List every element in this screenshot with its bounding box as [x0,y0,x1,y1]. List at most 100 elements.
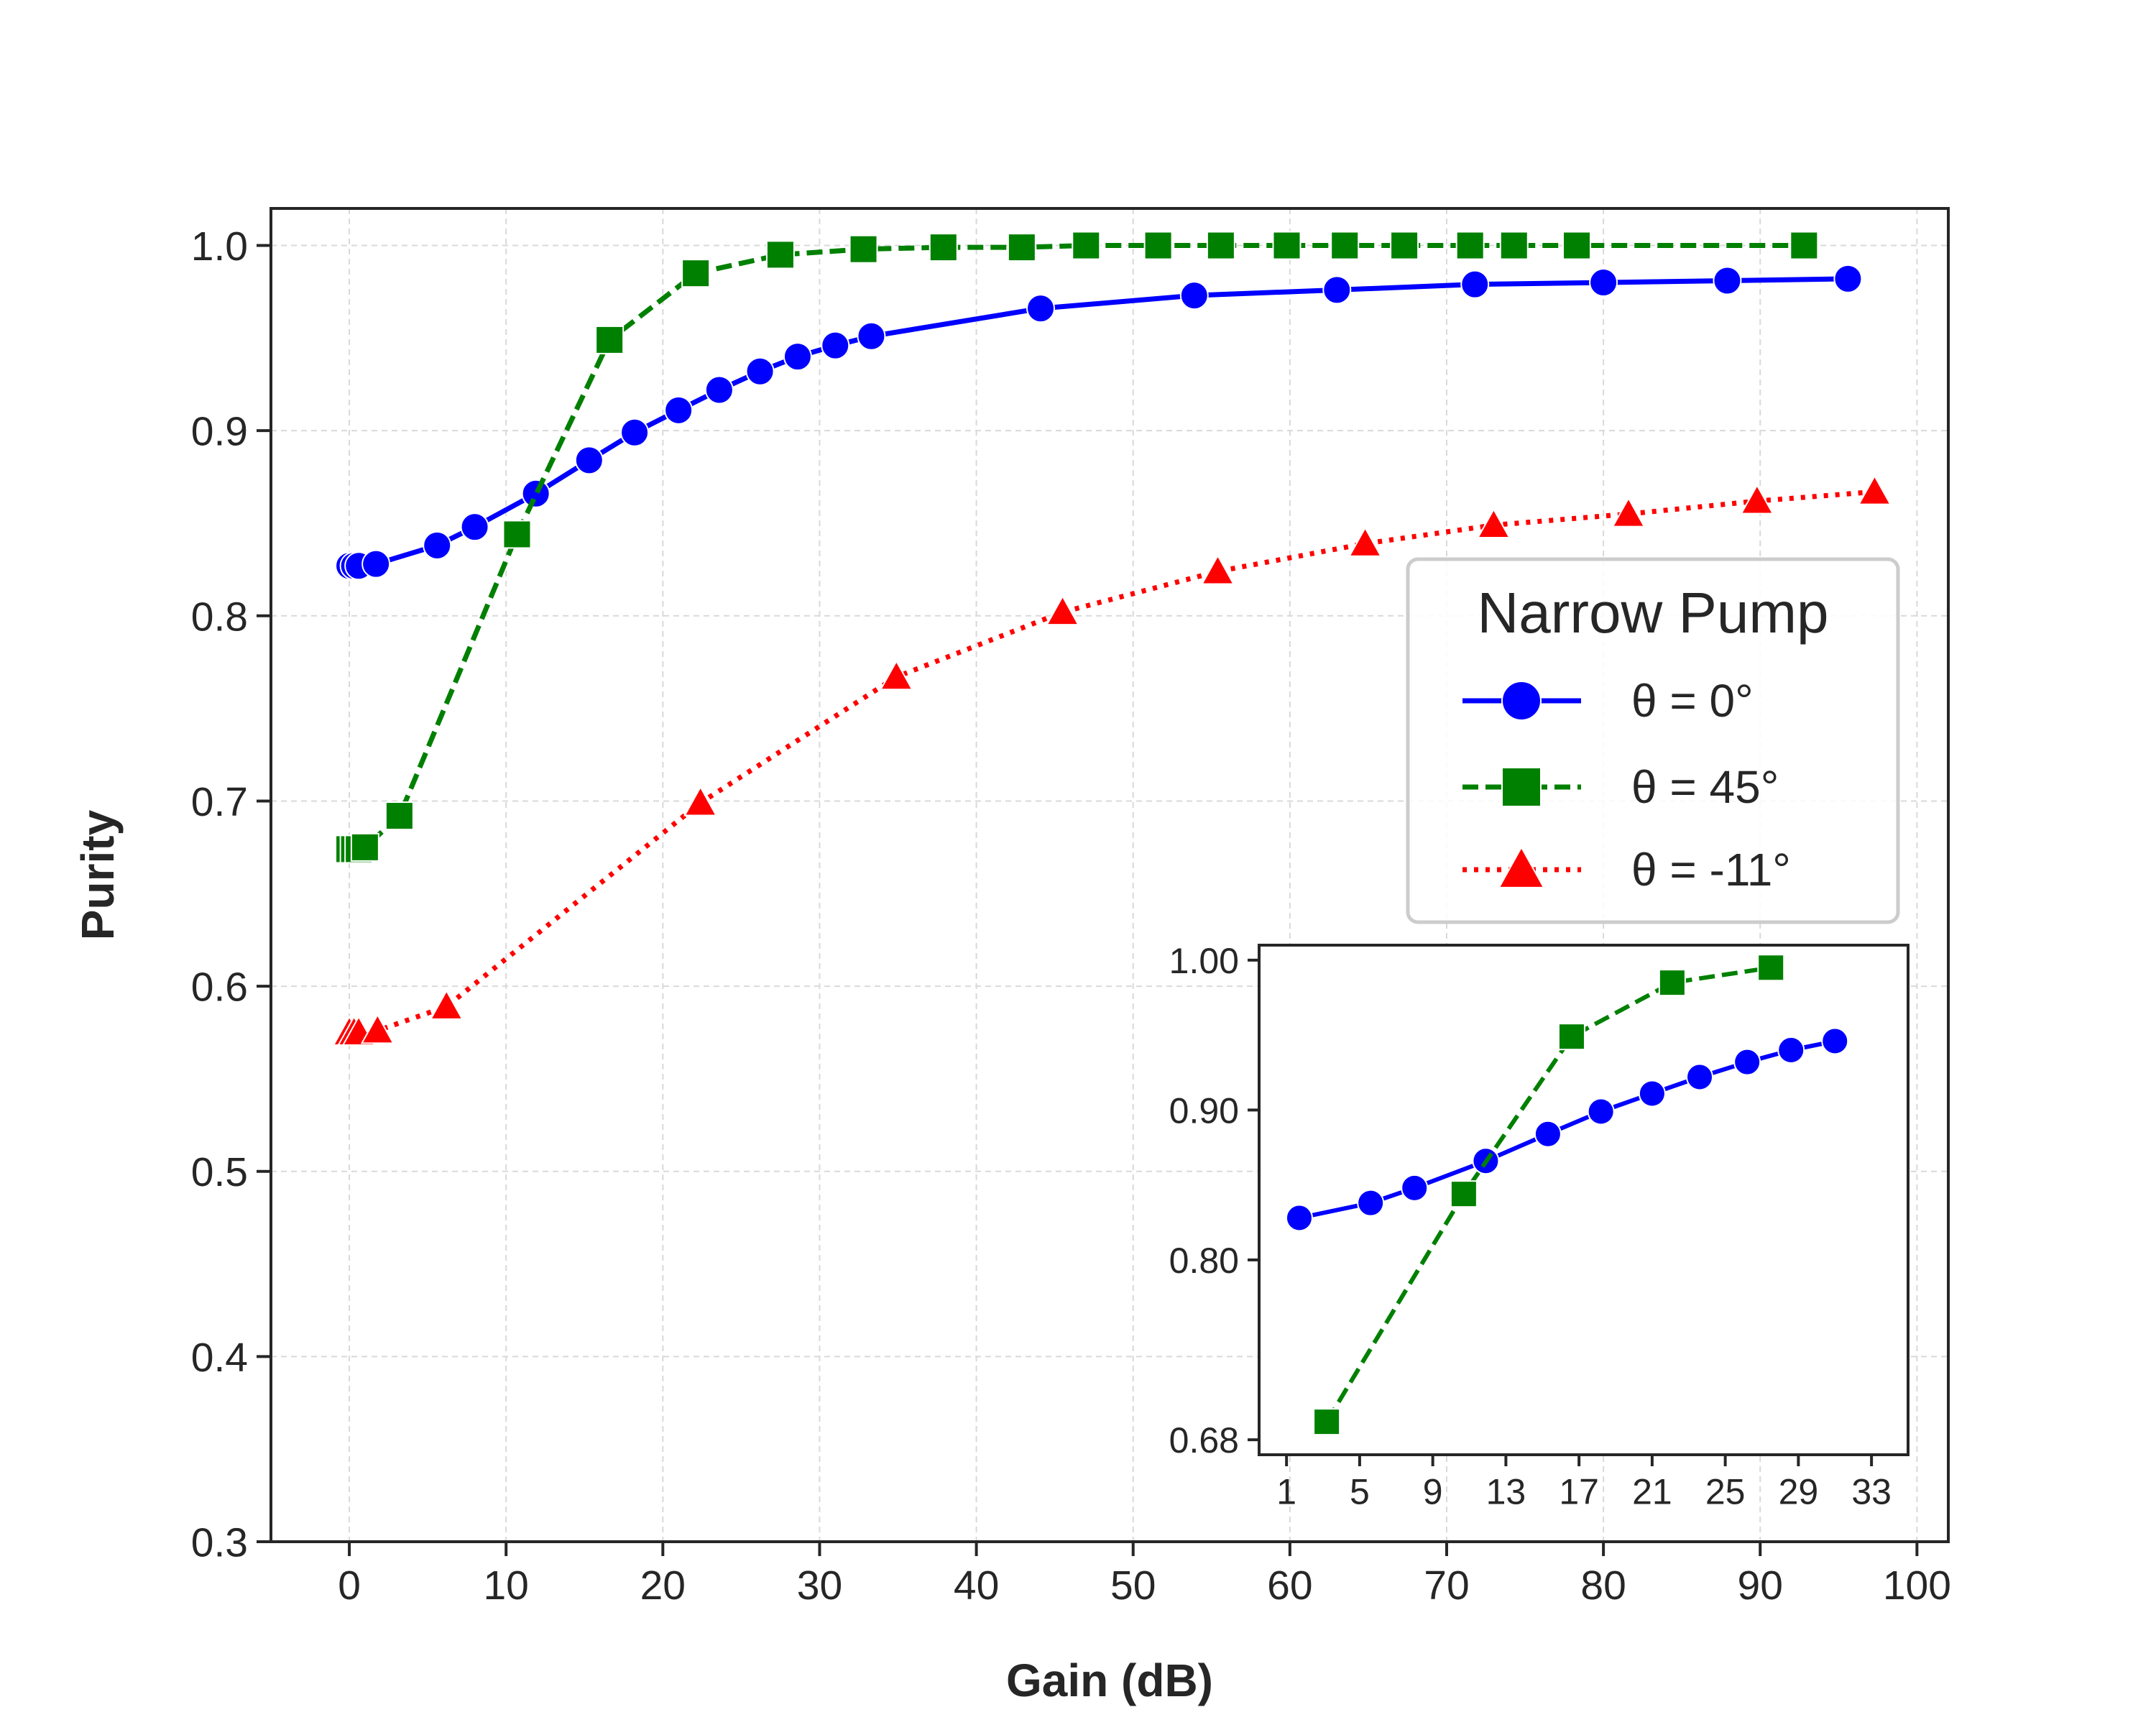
inset-plot-panel: 1 5 9 13 17 21 25 29 33 0.68 0.80 0.90 1.00 [1169,941,1909,1512]
main-x-tick-label: 90 [1738,1563,1783,1609]
inset-plot-background [1259,945,1908,1455]
legend-marker-45 [1501,767,1542,807]
main-data-point [1348,526,1383,557]
main-data-point [1330,231,1360,260]
inset-data-point [1534,1120,1562,1148]
inset-data-point [1757,954,1785,982]
inset-x-tick-label: 21 [1632,1472,1672,1512]
main-x-axis-title: Gain (dB) [1006,1655,1213,1706]
inset-data-point [1733,1048,1761,1076]
main-data-point [1455,231,1485,260]
main-data-point [879,659,913,691]
main-x-tick-label: 70 [1424,1563,1469,1609]
inset-y-tick-label: 0.90 [1169,1090,1239,1131]
inset-y-tick-label: 1.00 [1169,941,1239,981]
main-data-point [1611,497,1646,528]
inset-x-tick-label: 5 [1350,1472,1370,1512]
main-data-point [460,512,489,542]
inset-data-point [1658,969,1686,997]
main-y-tick-label: 0.5 [191,1149,248,1195]
inset-y-tick-label: 0.80 [1169,1241,1239,1281]
main-data-point [350,832,379,862]
inset-data-point [1285,1204,1313,1232]
main-data-point [1499,231,1529,260]
inset-data-point [1686,1063,1714,1091]
main-data-point [929,233,958,262]
main-data-point [423,530,452,560]
legend-entry-label: θ = 0° [1631,675,1754,727]
main-data-point [1179,281,1209,310]
main-data-point [1740,484,1774,515]
inset-x-tick-label: 9 [1423,1472,1443,1512]
main-data-point [704,375,734,405]
main-series-0 [335,264,1863,581]
inset-x-tick-label: 33 [1851,1472,1892,1512]
inset-data-point [1357,1189,1385,1217]
inset-series-line-45 [1325,965,1772,1423]
main-x-tick-label: 50 [1110,1563,1156,1609]
main-data-point [502,520,532,549]
legend-title: Narrow Pump [1477,581,1828,645]
legend-entry-label: θ = -11° [1631,844,1791,896]
main-x-tick-label: 10 [483,1563,528,1609]
inset-x-tick-label: 1 [1276,1472,1296,1512]
inset-x-tick-label: 25 [1705,1472,1746,1512]
main-data-point [1390,231,1419,260]
inset-series-45 [1313,954,1785,1436]
legend: Narrow Pump θ = 0° θ = 45° θ = -11° [1406,557,1900,924]
legend-entry-label: θ = 45° [1631,761,1779,813]
main-y-tick-label: 0.8 [191,594,248,640]
main-y-tick-label: 0.6 [191,965,248,1011]
inset-x-tick-label: 17 [1559,1472,1599,1512]
main-data-point [1072,231,1101,260]
inset-data-point [1587,1098,1615,1126]
main-data-point [1200,554,1235,585]
main-data-point [595,325,625,354]
inset-data-point [1638,1080,1666,1108]
inset-x-tick-label: 29 [1779,1472,1819,1512]
main-data-point [1007,233,1036,262]
inset-x-tick-label: 13 [1486,1472,1526,1512]
main-y-axis-title: Purity [72,809,124,940]
inset-data-point [1777,1036,1805,1064]
main-data-point [1476,507,1511,539]
main-x-tick-label: 20 [640,1563,686,1609]
inset-data-point [1313,1408,1341,1436]
main-data-point [429,989,464,1020]
main-data-point [1046,594,1080,626]
main-data-point [821,331,850,360]
inset-data-point [1401,1174,1429,1202]
main-series-line-45 [349,243,1805,852]
main-data-point [1026,294,1056,323]
main-axes-frame [270,207,1950,1543]
main-data-point [1143,231,1173,260]
main-x-tick-label: 100 [1883,1563,1951,1609]
main-data-point [745,356,775,386]
main-data-point [664,395,694,425]
main-data-point [1322,275,1352,305]
main-data-point [620,418,650,447]
main-series-line-0 [349,276,1848,569]
main-data-point [1562,231,1592,260]
main-x-tick-label: 80 [1580,1563,1626,1609]
main-data-point [849,234,878,264]
main-data-point [1713,266,1742,295]
main-y-tick-label: 1.0 [191,224,248,270]
main-data-point [857,321,886,351]
inset-data-point [1450,1180,1478,1208]
legend-marker-0 [1501,681,1542,721]
main-data-point [360,1013,395,1044]
main-data-point [1589,268,1618,298]
main-data-point [683,786,718,816]
main-y-tick-label: 0.7 [191,779,248,825]
main-x-tick-label: 0 [338,1563,361,1609]
main-y-tick-label: 0.3 [191,1520,248,1566]
main-x-tick-label: 40 [954,1563,999,1609]
legend-box [1406,557,1900,924]
main-data-point [681,259,711,288]
main-y-tick-label: 0.9 [191,409,248,455]
main-data-point [783,342,812,372]
main-series-45 [335,231,1819,864]
